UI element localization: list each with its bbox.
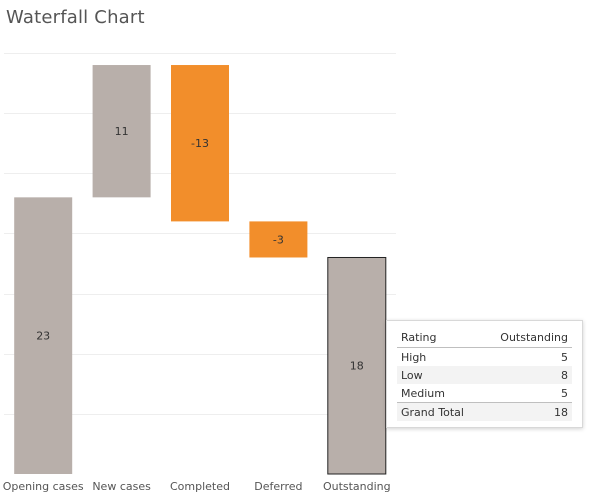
tooltip-row: Medium 5 bbox=[397, 384, 572, 403]
x-tick-label: New cases bbox=[92, 480, 151, 493]
tooltip-total-label: Grand Total bbox=[397, 402, 482, 421]
tooltip-row-label: Medium bbox=[401, 386, 445, 400]
tooltip-header-outstanding: Outstanding bbox=[481, 329, 572, 348]
tooltip-row: High 5 bbox=[397, 348, 572, 367]
bars bbox=[14, 65, 387, 475]
tooltip-row-value: 5 bbox=[561, 350, 568, 364]
x-tick-label: Completed bbox=[170, 480, 230, 493]
tooltip-row-value: 5 bbox=[561, 386, 568, 400]
data-labels: 23 11 -13 -3 18 bbox=[36, 125, 364, 373]
tooltip-total-value: 18 bbox=[481, 402, 572, 421]
tooltip-header-rating: Rating bbox=[397, 329, 482, 348]
data-label: -3 bbox=[273, 233, 284, 246]
x-axis: Opening cases New cases Completed Deferred O… bbox=[3, 480, 391, 493]
tooltip-row-label: High bbox=[401, 350, 427, 364]
bar-opening-cases[interactable] bbox=[14, 197, 73, 475]
tooltip-row-value: 8 bbox=[481, 366, 572, 384]
x-tick-label: Opening cases bbox=[3, 480, 84, 493]
x-tick-label: Deferred bbox=[254, 480, 302, 493]
tooltip-table: Rating Outstanding High 5 Low 8 Medium 5 bbox=[397, 329, 572, 421]
tooltip-row: Low 8 bbox=[397, 366, 572, 384]
bar-completed[interactable] bbox=[171, 65, 229, 222]
x-tick-label: Outstanding bbox=[323, 480, 391, 493]
tooltip-header-row: Rating Outstanding bbox=[397, 329, 572, 348]
bar-deferred[interactable] bbox=[249, 221, 308, 258]
tooltip: Rating Outstanding High 5 Low 8 Medium 5 bbox=[386, 320, 583, 428]
tooltip-row-label: Low bbox=[397, 366, 482, 384]
tooltip-total-row: Grand Total 18 bbox=[397, 402, 572, 421]
bar-new-cases[interactable] bbox=[92, 65, 151, 198]
data-label: -13 bbox=[191, 137, 209, 150]
data-label: 11 bbox=[115, 125, 129, 138]
data-label: 23 bbox=[36, 330, 50, 343]
bar-outstanding[interactable] bbox=[327, 256, 387, 475]
chart-title: Waterfall Chart bbox=[6, 7, 145, 28]
data-label: 18 bbox=[350, 360, 364, 373]
